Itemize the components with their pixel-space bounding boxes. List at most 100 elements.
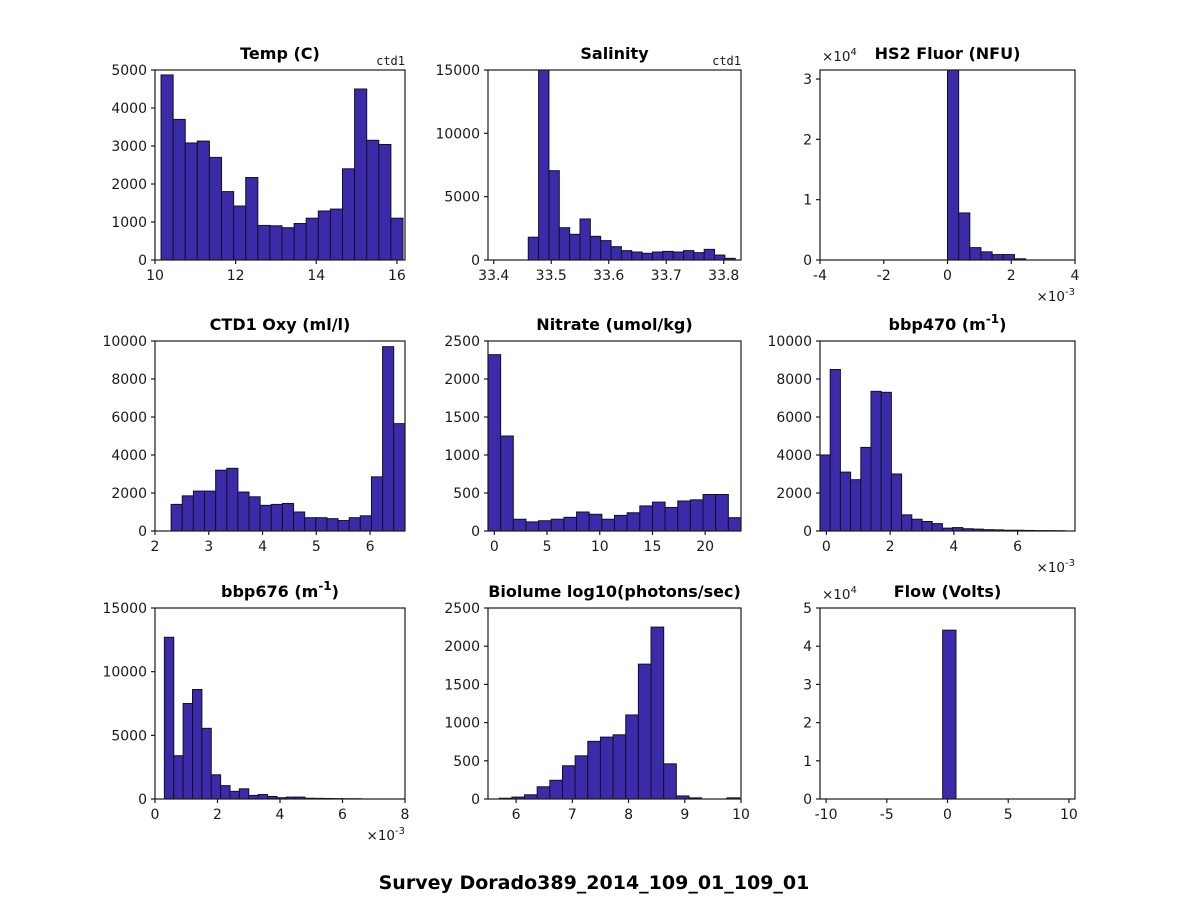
histogram-bar — [850, 479, 862, 532]
histogram-bar — [238, 788, 250, 800]
axes-box — [487, 340, 742, 532]
y-tick-label: 15000 — [102, 601, 147, 617]
x-tick-label: -10 — [815, 807, 838, 823]
x-tick-label: 3 — [204, 539, 213, 555]
histogram-bar — [558, 227, 571, 261]
histogram-bar — [281, 227, 295, 261]
x-tick-label: -4 — [813, 268, 827, 284]
histogram-bar — [233, 205, 247, 261]
histogram-bar — [931, 523, 943, 532]
x-tick-label: 10 — [1060, 807, 1078, 823]
x-tick-label: 2 — [213, 807, 222, 823]
subplot-title: Temp (C) — [240, 44, 320, 63]
histogram-svg: 0 2 4 6 8 0 5000 10000 15000 bbp676 (m-1) ×10-3 — [102, 579, 410, 844]
x-tick-label: 33.5 — [536, 268, 567, 284]
histogram-bar — [366, 139, 380, 261]
y-tick-label: 0 — [471, 792, 480, 808]
y-tick-label: 1000 — [444, 716, 480, 732]
histogram-bar — [880, 391, 892, 532]
histogram-bars — [170, 346, 406, 532]
histogram-bar — [204, 490, 217, 532]
x-tick-label: 4 — [258, 539, 267, 555]
subplot-temp-histogram: 10 12 14 16 0 1000 2000 3000 4000 5000 Temp (C) ctd… — [70, 20, 440, 318]
x-tick-label: 9 — [680, 807, 689, 823]
histogram-svg: 33.4 33.5 33.6 33.7 33.8 0 5000 10000 15000 Salin… — [435, 44, 742, 284]
histogram-bar — [563, 516, 578, 532]
subplot-title: bbp676 (m-1) — [221, 579, 339, 601]
histogram-bar — [574, 755, 589, 800]
y-tick-label: 1 — [803, 193, 812, 209]
subplot-biolume-histogram: 6 7 8 9 10 0 500 1000 1500 2000 2500 Biolume log10(… — [403, 558, 776, 857]
histogram-bar — [651, 501, 666, 532]
histogram-bar — [600, 240, 612, 261]
histogram-bar — [210, 774, 222, 800]
histogram-bar — [348, 517, 361, 532]
histogram-bar — [315, 517, 328, 532]
histogram-bar — [588, 513, 603, 532]
y-tick-label: 3000 — [111, 139, 147, 155]
histogram-svg: -10 -5 0 5 10 0 1 2 3 4 5 Flow (Volts) ×104 — [803, 582, 1078, 823]
histogram-bar — [715, 494, 729, 532]
subplot-title: Biolume log10(photons/sec) — [488, 582, 741, 601]
y-tick-label: 1500 — [444, 410, 480, 426]
histogram-bar — [257, 794, 268, 800]
subplot-nitrate-histogram: 0 5 10 15 20 0 500 1000 1500 2000 2500 Nitrate (umo… — [403, 291, 776, 589]
histogram-bar — [536, 786, 551, 800]
x-tick-label: 6 — [338, 807, 347, 823]
histogram-bar — [689, 499, 704, 532]
y-tick-label: 10000 — [767, 334, 812, 350]
histogram-bar — [342, 168, 356, 261]
histogram-bar — [390, 217, 404, 261]
y-tick-label: 0 — [471, 253, 480, 269]
y-tick-label: 0 — [471, 524, 480, 540]
histogram-bars — [160, 74, 404, 261]
histogram-bars — [947, 69, 1027, 261]
x-tick-label: -2 — [877, 268, 891, 284]
y-tick-label: 3 — [803, 677, 812, 693]
x-tick-label: 0 — [943, 807, 952, 823]
histogram-bar — [259, 504, 272, 532]
histogram-bar — [208, 156, 223, 261]
x-tick-label: 4 — [949, 539, 958, 555]
y-tick-label: 2500 — [444, 334, 480, 350]
histogram-bar — [329, 208, 343, 261]
subplot-title: bbp470 (m-1) — [889, 312, 1007, 334]
histogram-bar — [270, 503, 283, 532]
histogram-bar — [860, 446, 872, 532]
y-tick-label: 10000 — [435, 126, 480, 142]
histogram-bar — [163, 636, 175, 800]
x-tick-label: 5 — [543, 539, 552, 555]
axes-box — [487, 607, 742, 800]
y-tick-label: 6000 — [111, 410, 147, 426]
histogram-bar — [337, 520, 350, 532]
y-tick-label: 4000 — [111, 448, 147, 464]
y-tick-label: 4000 — [776, 448, 812, 464]
histogram-bar — [160, 74, 174, 261]
subplot-flow-histogram: -10 -5 0 5 10 0 1 2 3 4 5 Flow (Volts) ×104 — [735, 558, 1110, 857]
histogram-bar — [257, 224, 271, 261]
histogram-bar — [305, 217, 319, 261]
x-tick-label: 14 — [307, 268, 325, 284]
histogram-bar — [550, 518, 565, 532]
histogram-bar — [226, 467, 239, 532]
histogram-bars — [819, 369, 1066, 532]
subplot-title: CTD1 Oxy (ml/l) — [210, 315, 351, 334]
histogram-bar — [229, 790, 240, 800]
y-tick-label: 8000 — [776, 372, 812, 388]
histogram-bar — [641, 252, 653, 261]
x-tick-label: 33.7 — [651, 268, 682, 284]
y-tick-label: 2500 — [444, 601, 480, 617]
y-tick-label: 0 — [138, 253, 147, 269]
histogram-bar — [942, 629, 957, 800]
y-tick-label: 10000 — [102, 334, 147, 350]
y-tick-label: 5000 — [111, 728, 147, 744]
x-tick-label: 4 — [1071, 268, 1080, 284]
y-tick-label: 0 — [138, 792, 147, 808]
y-tick-label: 8000 — [111, 372, 147, 388]
histogram-bar — [569, 233, 581, 261]
x-tick-label: 8 — [401, 807, 410, 823]
x-tick-label: 10 — [732, 807, 750, 823]
histogram-bar — [196, 140, 210, 261]
histogram-bar — [378, 143, 392, 261]
x-tick-label: 6 — [366, 539, 375, 555]
